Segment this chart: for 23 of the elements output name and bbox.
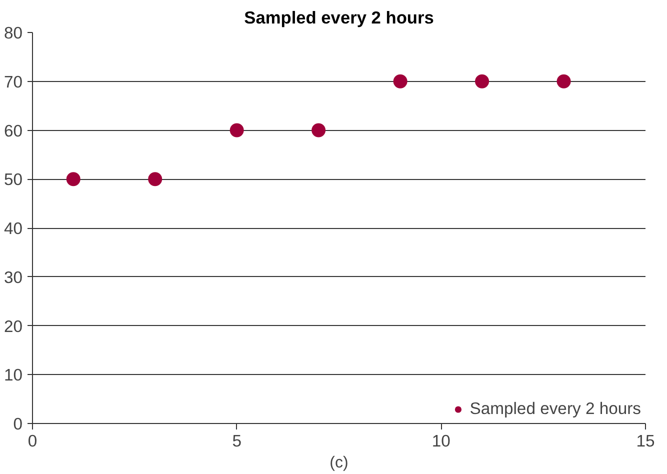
- y-tick-label: 10: [4, 366, 23, 385]
- y-tick-label: 70: [4, 72, 23, 92]
- point: [66, 172, 80, 186]
- y-tick-label: 60: [4, 121, 23, 140]
- x-axis-title: (c): [330, 454, 348, 472]
- x-tick-label: 5: [232, 432, 242, 450]
- x-tick-label: 10: [432, 432, 450, 450]
- point: [312, 123, 326, 138]
- y-tick-label: 50: [4, 170, 23, 190]
- point: [230, 123, 244, 138]
- y-tick-label: 40: [4, 219, 23, 238]
- y-tick-label: 30: [4, 268, 23, 287]
- legend-label: Sampled every 2 hours: [470, 399, 641, 419]
- point: [556, 74, 571, 88]
- chart-title: Sampled every 2 hours: [244, 8, 434, 28]
- x-tick-label: 15: [636, 432, 655, 450]
- y-tick-label: 20: [4, 316, 23, 336]
- y-tick-label: 80: [4, 24, 23, 42]
- point: [148, 172, 162, 186]
- point: [475, 74, 490, 88]
- y-tick-label: 0: [13, 414, 22, 434]
- x-tick-label: 0: [28, 432, 38, 450]
- point: [393, 74, 408, 88]
